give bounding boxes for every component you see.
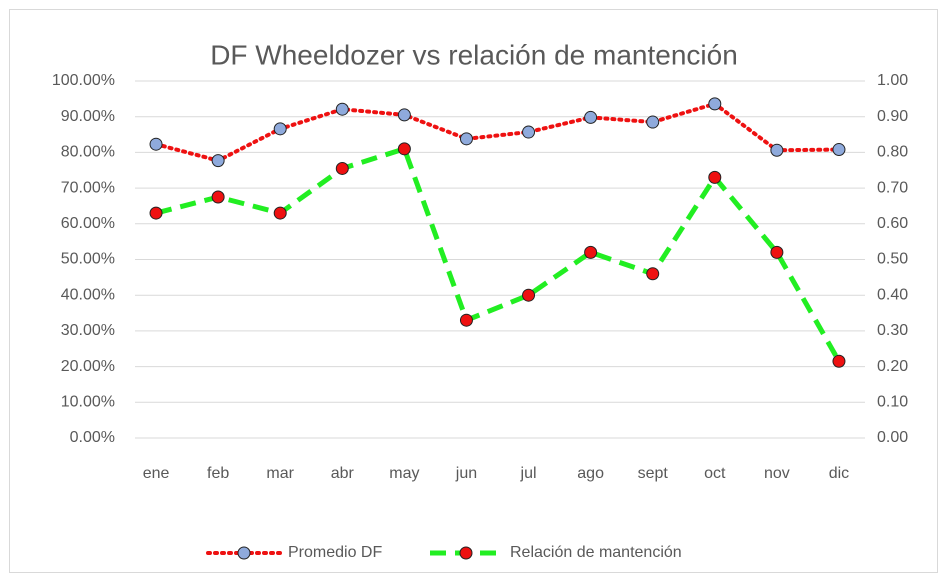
legend-marker bbox=[459, 546, 473, 560]
marker bbox=[335, 161, 349, 175]
y-tick-label: 60.00% bbox=[61, 215, 115, 232]
marker bbox=[149, 206, 163, 220]
marker bbox=[708, 97, 722, 111]
marker bbox=[646, 267, 660, 281]
series-line bbox=[155, 145, 842, 363]
x-tick-label: feb bbox=[207, 465, 229, 482]
legend-label: Relación de mantención bbox=[510, 544, 682, 561]
y2-tick-label: 0.30 bbox=[877, 322, 908, 339]
x-tick-label: jun bbox=[455, 465, 477, 482]
x-tick-label: nov bbox=[764, 465, 790, 482]
x-tick-label: jul bbox=[520, 465, 537, 482]
marker bbox=[273, 206, 287, 220]
x-tick-label: ago bbox=[577, 465, 604, 482]
y-tick-label: 10.00% bbox=[61, 394, 115, 411]
y-tick-label: 70.00% bbox=[61, 179, 115, 196]
series-line bbox=[154, 101, 841, 163]
x-tick-label: mar bbox=[266, 465, 294, 482]
y2-tick-label: 1.00 bbox=[877, 72, 908, 89]
y2-tick-label: 0.20 bbox=[877, 358, 908, 375]
y2-tick-label: 0.50 bbox=[877, 251, 908, 268]
y-tick-label: 80.00% bbox=[61, 144, 115, 161]
y2-tick-label: 0.10 bbox=[877, 394, 908, 411]
legend-marker bbox=[237, 546, 251, 560]
marker bbox=[211, 154, 225, 168]
marker bbox=[273, 122, 287, 136]
marker bbox=[149, 137, 163, 151]
chart-title: DF Wheeldozer vs relación de mantención bbox=[210, 39, 738, 70]
y2-tick-label: 0.60 bbox=[877, 215, 908, 232]
marker bbox=[459, 132, 473, 146]
y-tick-label: 100.00% bbox=[52, 72, 115, 89]
marker bbox=[584, 110, 598, 124]
y-tick-label: 0.00% bbox=[70, 429, 115, 446]
marker bbox=[770, 245, 784, 259]
y-tick-label: 90.00% bbox=[61, 108, 115, 125]
x-tick-label: may bbox=[389, 465, 419, 482]
y2-tick-label: 0.40 bbox=[877, 286, 908, 303]
y2-tick-label: 0.90 bbox=[877, 108, 908, 125]
y-tick-label: 40.00% bbox=[61, 286, 115, 303]
y2-tick-label: 0.70 bbox=[877, 179, 908, 196]
marker bbox=[397, 108, 411, 122]
chart-border bbox=[9, 9, 938, 573]
y2-tick-label: 0.80 bbox=[877, 144, 908, 161]
marker bbox=[708, 170, 722, 184]
x-tick-label: dic bbox=[829, 465, 849, 482]
y-tick-label: 20.00% bbox=[61, 358, 115, 375]
x-tick-label: sept bbox=[638, 465, 669, 482]
marker bbox=[832, 354, 846, 368]
y-tick-label: 30.00% bbox=[61, 322, 115, 339]
marker bbox=[522, 288, 536, 302]
marker bbox=[646, 115, 660, 129]
legend-label: Promedio DF bbox=[288, 544, 382, 561]
marker bbox=[397, 142, 411, 156]
x-tick-label: ene bbox=[143, 465, 170, 482]
x-tick-label: oct bbox=[704, 465, 726, 482]
marker bbox=[522, 125, 536, 139]
marker bbox=[335, 102, 349, 116]
x-tick-label: abr bbox=[331, 465, 355, 482]
y-tick-label: 50.00% bbox=[61, 251, 115, 268]
marker bbox=[832, 143, 846, 157]
marker bbox=[584, 245, 598, 259]
marker bbox=[459, 313, 473, 327]
y2-tick-label: 0.00 bbox=[877, 429, 908, 446]
marker bbox=[211, 190, 225, 204]
marker bbox=[770, 143, 784, 157]
